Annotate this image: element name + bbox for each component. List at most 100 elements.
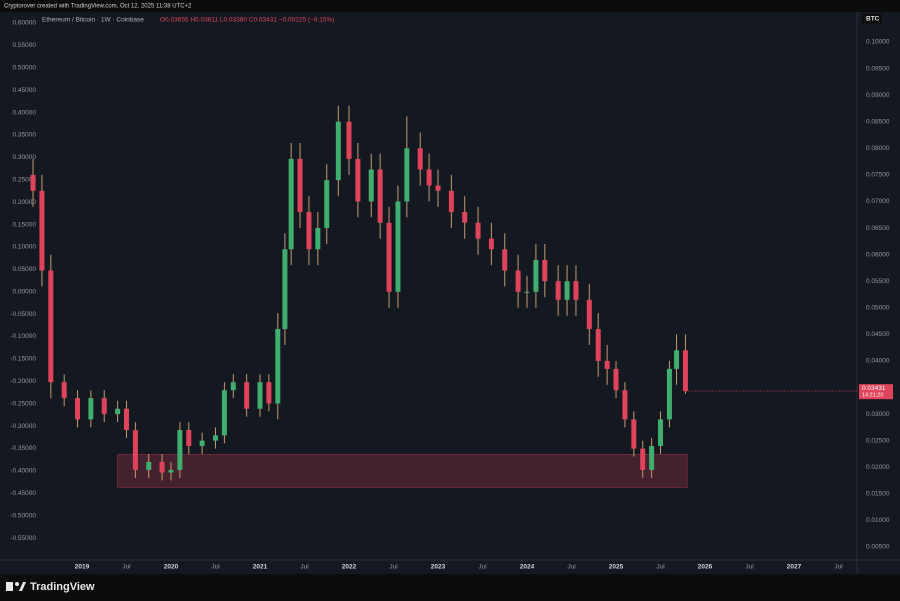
candle-body [604, 360, 610, 369]
y2-tick-label: 0.20000 [13, 199, 37, 206]
x-tick-label: Jul [211, 564, 220, 571]
y-tick-label: 0.08000 [866, 145, 890, 152]
y-tick-label: 0.07000 [866, 198, 890, 205]
candle-body [275, 329, 281, 404]
candle-body [435, 185, 441, 191]
x-tick-label: Jul [389, 564, 398, 571]
candle-body [666, 368, 672, 420]
candle-body [404, 148, 410, 202]
x-tick-label: Jul [478, 564, 487, 571]
y-tick-label: 0.01000 [866, 517, 890, 524]
y2-tick-label: 0.35000 [13, 132, 37, 139]
candle-body [462, 212, 468, 223]
y2-tick-label: 0.10000 [13, 244, 37, 251]
x-tick-label: 2027 [787, 564, 802, 571]
unit-box [862, 14, 882, 24]
candle-body [555, 281, 561, 300]
candle-body [674, 350, 680, 369]
candle-body [159, 461, 165, 473]
candle-body [386, 222, 392, 292]
x-tick-label: 2024 [520, 564, 535, 571]
y-tick-label: 0.06500 [866, 225, 890, 232]
candle-body [244, 382, 250, 409]
candle-body [622, 390, 628, 420]
candle-body [573, 281, 579, 300]
logo-slash [19, 582, 26, 591]
ohlc-legend: O0.03655 H0.03611 L0.03380 C0.03431 −0.0… [160, 17, 334, 24]
y2-tick-label: 0.05000 [13, 266, 37, 273]
candle-body [488, 238, 494, 250]
candle-body [146, 461, 152, 470]
candle-body [199, 440, 205, 446]
x-tick-label: Jul [745, 564, 754, 571]
candle-body [368, 169, 374, 202]
candle-body [132, 430, 138, 470]
candle-body [168, 469, 174, 473]
y2-tick-label: 0.60000 [13, 20, 37, 27]
y2-tick-label: 0.50000 [13, 65, 37, 72]
y2-tick-label: 0.55000 [13, 42, 37, 49]
y-tick-label: 0.09000 [866, 92, 890, 99]
candle-body [377, 169, 383, 223]
x-tick-label: 2019 [75, 564, 90, 571]
candle-body [640, 448, 646, 470]
x-tick-label: Jul [122, 564, 131, 571]
candle-body [524, 291, 530, 293]
y-tick-label: 0.09500 [866, 65, 890, 72]
candle-body [417, 148, 423, 170]
candle-body [564, 281, 570, 300]
candle-body [448, 190, 454, 213]
logo-dot [15, 582, 19, 586]
candle-body [595, 329, 601, 361]
y-tick-label: 0.03000 [866, 411, 890, 418]
support-zone [117, 453, 688, 488]
candle-body [177, 430, 183, 470]
price-badge-countdown: 14:21:20 [862, 393, 883, 399]
candle-body [48, 270, 54, 383]
price-badge-value: 0.03431 [862, 385, 886, 392]
x-tick-label: Jul [656, 564, 665, 571]
y-tick-label: 0.00500 [866, 544, 890, 551]
credit: Cryptorover created with TradingView.com… [4, 4, 192, 10]
y-tick-label: 0.06000 [866, 251, 890, 258]
brand: TradingView [30, 581, 95, 593]
brand-logo [6, 582, 26, 591]
candle-body [30, 174, 36, 191]
y-tick-label: 0.05000 [866, 304, 890, 311]
candle-body [335, 121, 341, 181]
y2-tick-label: -0.40000 [10, 468, 36, 475]
chart-panel [0, 12, 900, 574]
y2-tick-label: 0.30000 [13, 154, 37, 161]
candle-body [613, 368, 619, 391]
x-tick-label: 2021 [253, 564, 268, 571]
y2-tick-label: -0.35000 [10, 445, 36, 452]
y-tick-label: 0.04500 [866, 331, 890, 338]
candle-body [475, 222, 481, 239]
x-tick-label: 2020 [164, 564, 179, 571]
y-tick-label: 0.05500 [866, 278, 890, 285]
y-tick-label: 0.10000 [866, 39, 890, 46]
y2-tick-label: -0.20000 [10, 378, 36, 385]
candle-body [631, 419, 637, 449]
x-tick-label: 2022 [342, 564, 357, 571]
candle-body [315, 228, 321, 250]
y-tick-label: 0.08500 [866, 118, 890, 125]
y-tick-label: 0.02500 [866, 437, 890, 444]
x-tick-label: 2026 [698, 564, 713, 571]
candle-body [542, 259, 548, 282]
y2-tick-label: -0.10000 [10, 333, 36, 340]
y2-tick-label: -0.55000 [10, 535, 36, 542]
candle-body [257, 382, 263, 409]
candle-body [282, 249, 288, 330]
x-tick-label: Jul [567, 564, 576, 571]
unit-label: BTC [866, 16, 880, 23]
y2-tick-label: 0.45000 [13, 87, 37, 94]
candle-body [115, 408, 121, 415]
y2-tick-label: 0.15000 [13, 221, 37, 228]
candle-body [75, 398, 81, 420]
y2-tick-label: -0.50000 [10, 512, 36, 519]
candle-body [297, 158, 303, 213]
candle-body [288, 158, 294, 250]
y-tick-label: 0.04000 [866, 358, 890, 365]
